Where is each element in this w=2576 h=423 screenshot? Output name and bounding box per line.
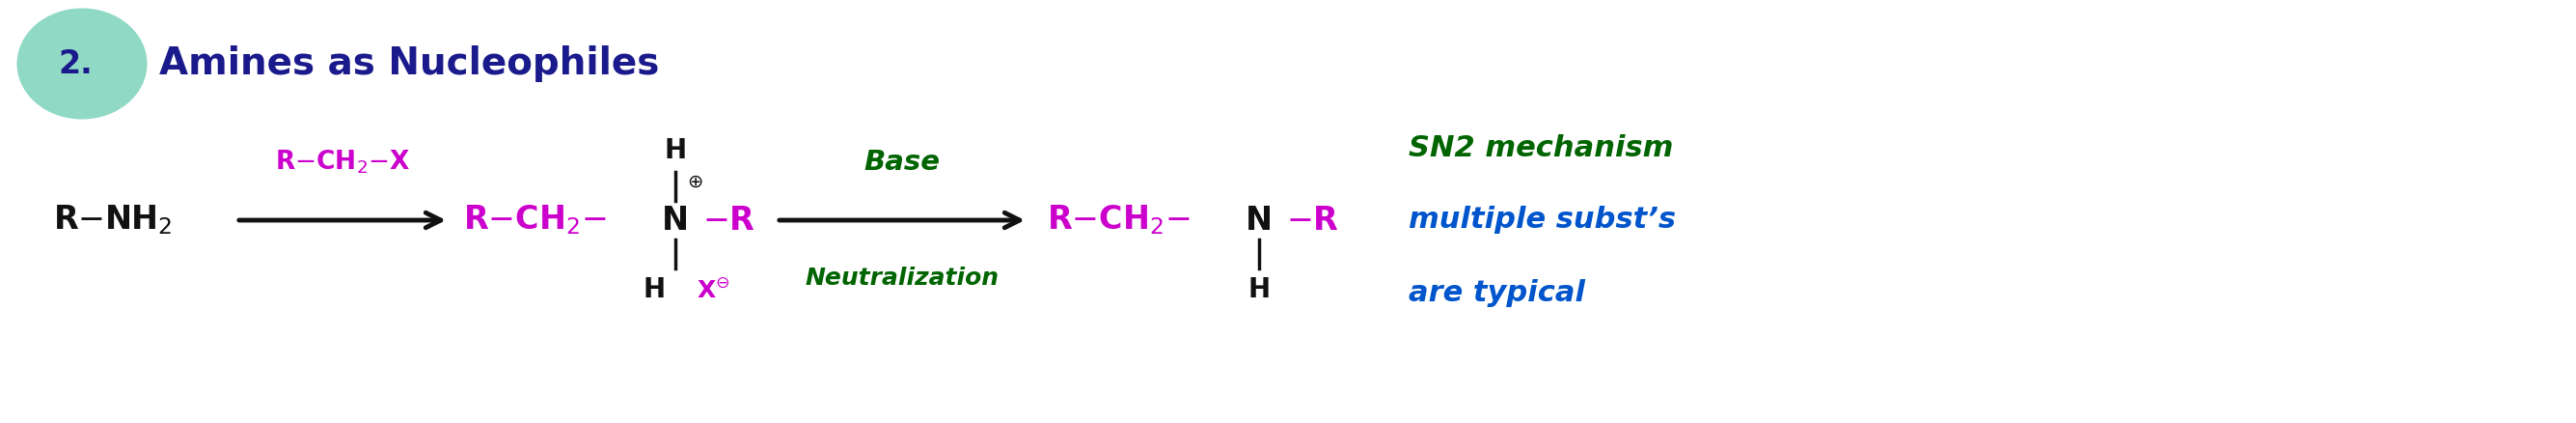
Text: multiple subst’s: multiple subst’s <box>1409 206 1677 234</box>
Text: SN2 mechanism: SN2 mechanism <box>1409 134 1674 162</box>
Text: 2.: 2. <box>59 48 93 80</box>
Text: H: H <box>665 137 688 164</box>
Ellipse shape <box>18 8 147 119</box>
Text: R$-$CH$_2$$-$: R$-$CH$_2$$-$ <box>464 203 605 237</box>
Text: H: H <box>644 276 665 303</box>
Text: N: N <box>1244 204 1273 236</box>
Text: Base: Base <box>863 149 940 176</box>
Text: H: H <box>1247 276 1270 303</box>
Text: Neutralization: Neutralization <box>806 266 999 290</box>
Text: $-$R: $-$R <box>1285 204 1340 236</box>
Text: are typical: are typical <box>1409 279 1584 307</box>
Text: $\oplus$: $\oplus$ <box>688 173 703 191</box>
Text: X$^{\ominus}$: X$^{\ominus}$ <box>696 277 729 302</box>
Text: R$-$CH$_2$$-$X: R$-$CH$_2$$-$X <box>276 148 410 176</box>
Text: R$-$NH$_2$: R$-$NH$_2$ <box>54 203 173 237</box>
Text: Amines as Nucleophiles: Amines as Nucleophiles <box>160 45 659 82</box>
Text: R$-$CH$_2$$-$: R$-$CH$_2$$-$ <box>1046 203 1190 237</box>
Text: N: N <box>662 204 688 236</box>
Text: $-$R: $-$R <box>703 204 755 236</box>
